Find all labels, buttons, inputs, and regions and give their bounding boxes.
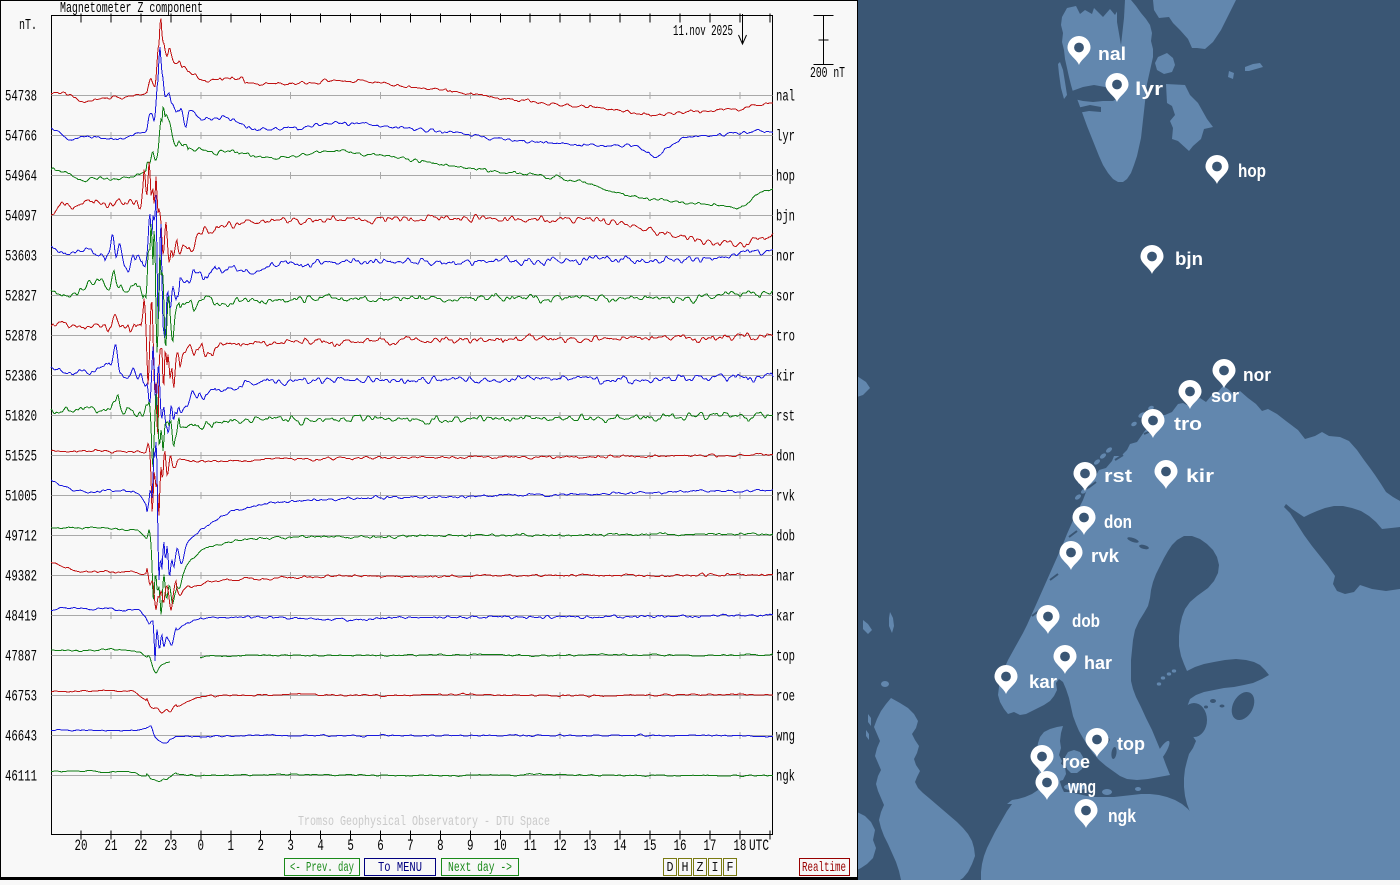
svg-text:nor: nor <box>776 248 795 266</box>
svg-text:wng: wng <box>1067 777 1096 797</box>
svg-text:D: D <box>667 860 674 875</box>
svg-text:top: top <box>776 648 795 666</box>
svg-text:52386: 52386 <box>5 368 37 386</box>
svg-text:nor: nor <box>1243 365 1271 385</box>
svg-text:2: 2 <box>257 837 264 855</box>
svg-text:roe: roe <box>776 688 795 706</box>
svg-text:49712: 49712 <box>5 528 37 546</box>
svg-text:54097: 54097 <box>5 208 37 226</box>
svg-text:48419: 48419 <box>5 608 37 626</box>
svg-text:46643: 46643 <box>5 728 37 746</box>
svg-text:22: 22 <box>134 837 147 855</box>
svg-text:53603: 53603 <box>5 248 37 266</box>
svg-text:47887: 47887 <box>5 648 37 666</box>
svg-text:lyr: lyr <box>776 128 795 146</box>
svg-text:bjn: bjn <box>776 208 795 226</box>
svg-text:46753: 46753 <box>5 688 37 706</box>
svg-text:46111: 46111 <box>5 768 37 786</box>
svg-text:ngk: ngk <box>1108 806 1137 826</box>
svg-text:To MENU: To MENU <box>378 860 422 875</box>
svg-text:23: 23 <box>164 837 177 855</box>
svg-text:4: 4 <box>317 837 324 855</box>
svg-text:8: 8 <box>437 837 444 855</box>
svg-text:10: 10 <box>494 837 507 855</box>
svg-text:nal: nal <box>776 88 795 106</box>
svg-text:54766: 54766 <box>5 128 37 146</box>
svg-text:200 nT: 200 nT <box>810 65 845 82</box>
svg-text:tro: tro <box>776 328 795 346</box>
svg-text:lyr: lyr <box>1135 79 1163 99</box>
svg-text:har: har <box>776 568 795 586</box>
svg-text:nT.: nT. <box>19 17 37 34</box>
svg-text:rvk: rvk <box>776 488 795 506</box>
svg-text:7: 7 <box>407 837 414 855</box>
svg-text:<- Prev. day: <- Prev. day <box>290 860 354 875</box>
svg-text:11: 11 <box>524 837 537 855</box>
svg-text:20: 20 <box>75 837 88 855</box>
svg-text:18: 18 <box>733 837 746 855</box>
svg-text:51525: 51525 <box>5 448 37 466</box>
svg-text:9: 9 <box>467 837 474 855</box>
svg-text:16: 16 <box>674 837 687 855</box>
svg-text:ngk: ngk <box>776 768 795 786</box>
svg-text:kar: kar <box>776 608 795 626</box>
svg-text:tro: tro <box>1174 414 1202 434</box>
svg-text:I: I <box>712 860 719 875</box>
svg-text:hop: hop <box>1238 161 1266 181</box>
svg-text:nal: nal <box>1098 44 1126 64</box>
svg-text:0: 0 <box>198 837 205 855</box>
svg-text:17: 17 <box>703 837 716 855</box>
svg-text:51005: 51005 <box>5 488 37 506</box>
svg-text:1: 1 <box>228 837 235 855</box>
svg-text:12: 12 <box>554 837 567 855</box>
svg-text:sor: sor <box>1211 386 1239 406</box>
svg-text:5: 5 <box>347 837 354 855</box>
svg-text:54964: 54964 <box>5 168 37 186</box>
svg-text:F: F <box>727 860 734 875</box>
svg-text:bjn: bjn <box>1175 249 1203 269</box>
svg-text:13: 13 <box>584 837 597 855</box>
svg-text:UTC: UTC <box>749 837 769 855</box>
svg-text:hop: hop <box>776 168 795 186</box>
svg-text:dob: dob <box>1072 611 1100 631</box>
svg-text:14: 14 <box>614 837 627 855</box>
svg-text:wng: wng <box>776 728 795 746</box>
svg-text:kir: kir <box>776 368 795 386</box>
svg-text:har: har <box>1084 653 1112 673</box>
svg-text:51820: 51820 <box>5 408 37 426</box>
svg-text:don: don <box>776 448 795 466</box>
svg-text:don: don <box>1104 512 1132 532</box>
svg-text:Magnetometer Z component: Magnetometer Z component <box>60 0 203 17</box>
svg-text:kar: kar <box>1029 672 1057 692</box>
svg-text:49382: 49382 <box>5 568 37 586</box>
svg-text:54738: 54738 <box>5 88 37 106</box>
svg-text:21: 21 <box>105 837 118 855</box>
svg-text:52827: 52827 <box>5 288 37 306</box>
svg-text:11.nov 2025: 11.nov 2025 <box>673 23 733 40</box>
svg-text:Next day ->: Next day -> <box>448 860 512 875</box>
svg-text:kir: kir <box>1186 466 1214 486</box>
svg-text:6: 6 <box>377 837 384 855</box>
svg-text:rst: rst <box>1104 466 1132 486</box>
svg-text:Tromso Geophysical Observatory: Tromso Geophysical Observatory - DTU Spa… <box>298 814 550 830</box>
svg-text:rvk: rvk <box>1091 546 1120 566</box>
svg-text:roe: roe <box>1062 752 1090 772</box>
svg-text:3: 3 <box>287 837 294 855</box>
svg-text:Z: Z <box>697 860 704 875</box>
svg-text:15: 15 <box>644 837 657 855</box>
svg-text:top: top <box>1117 734 1145 754</box>
svg-text:rst: rst <box>776 408 795 426</box>
svg-text:H: H <box>682 860 689 875</box>
svg-text:52878: 52878 <box>5 328 37 346</box>
svg-text:sor: sor <box>776 288 795 306</box>
svg-text:dob: dob <box>776 528 795 546</box>
svg-text:Realtime: Realtime <box>802 860 846 875</box>
